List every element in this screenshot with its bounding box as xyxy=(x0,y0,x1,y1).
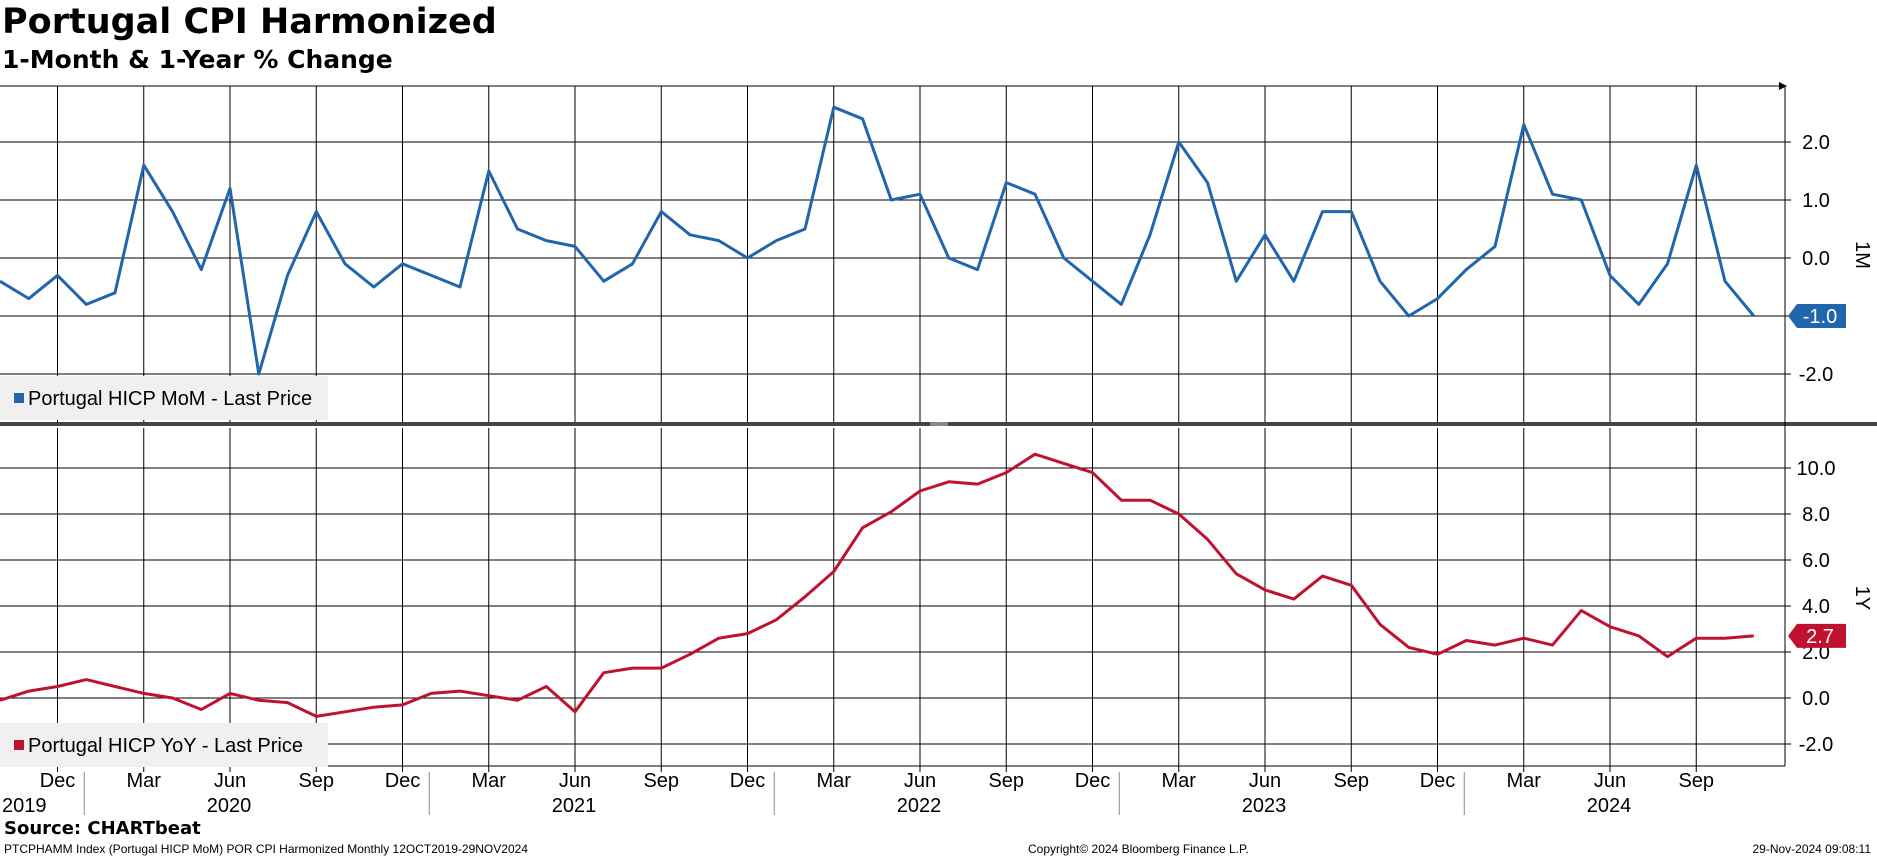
y-tick-label: 4.0 xyxy=(1802,596,1830,618)
x-tick-label: Sep xyxy=(1333,770,1369,792)
x-year-label: 2019 xyxy=(2,795,47,817)
last-value-label: -1.0 xyxy=(1803,306,1837,328)
y-tick-label: 8.0 xyxy=(1802,504,1830,526)
chart-subtitle: 1-Month & 1-Year % Change xyxy=(2,45,393,74)
last-value-tag xyxy=(1788,623,1846,648)
x-tick-label: Sep xyxy=(1678,770,1714,792)
yoy-series-line xyxy=(0,452,1754,718)
footer-timestamp: 29-Nov-2024 09:08:11 xyxy=(1752,842,1871,856)
series-lines xyxy=(0,105,1755,718)
legend-swatch xyxy=(14,393,24,403)
legend-box xyxy=(0,376,328,420)
axes: 2.01.00.0-1.0-2.010.08.06.04.02.00.0-2.0… xyxy=(0,82,1877,817)
grid-lines xyxy=(0,86,1785,766)
y-tick-label: 10.0 xyxy=(1797,458,1836,480)
x-tick-label: Mar xyxy=(817,770,852,792)
y-tick-label: 1.0 xyxy=(1802,190,1830,212)
x-tick-label: Sep xyxy=(298,770,334,792)
legend-box xyxy=(0,723,328,767)
x-tick-label: Jun xyxy=(559,770,591,792)
y-tick-label: 6.0 xyxy=(1802,550,1830,572)
legends: Portugal HICP MoM - Last Price Portugal H… xyxy=(0,376,328,767)
x-year-label: 2024 xyxy=(1587,795,1632,817)
y-tick-label: -2.0 xyxy=(1799,364,1833,386)
mom-series-line xyxy=(0,105,1755,376)
last-value-tag xyxy=(1788,304,1846,328)
footer-description: PTCPHAMM Index (Portugal HICP MoM) POR C… xyxy=(4,842,528,856)
panel-divider-handle xyxy=(930,422,948,426)
last-value-label: 2.7 xyxy=(1806,626,1834,648)
x-tick-label: Dec xyxy=(40,770,76,792)
x-year-label: 2023 xyxy=(1242,795,1287,817)
x-tick-label: Mar xyxy=(127,770,162,792)
x-tick-label: Sep xyxy=(988,770,1024,792)
x-tick-label: Mar xyxy=(1162,770,1197,792)
x-tick-label: Jun xyxy=(214,770,246,792)
x-year-label: 2020 xyxy=(207,795,252,817)
x-tick-label: Jun xyxy=(1594,770,1626,792)
y-tick-label: -2.0 xyxy=(1799,734,1833,756)
x-year-label: 2021 xyxy=(552,795,597,817)
chart-title: Portugal CPI Harmonized xyxy=(2,2,497,42)
x-tick-label: Mar xyxy=(1507,770,1542,792)
x-tick-label: Dec xyxy=(385,770,421,792)
source-label: Source: CHARTbeat xyxy=(4,818,201,839)
y-tick-label: 2.0 xyxy=(1802,132,1830,154)
panel-label: 1Y xyxy=(1851,586,1873,610)
legend-label: Portugal HICP YoY - Last Price xyxy=(28,735,303,757)
legend-swatch xyxy=(14,740,24,750)
legend-label: Portugal HICP MoM - Last Price xyxy=(28,388,312,410)
x-tick-label: Mar xyxy=(472,770,507,792)
x-tick-label: Jun xyxy=(904,770,936,792)
panel-label: 1M xyxy=(1851,241,1873,269)
y-tick-label: 0.0 xyxy=(1802,688,1830,710)
y-tick-label: 0.0 xyxy=(1802,248,1830,270)
axis-arrow xyxy=(1779,82,1787,90)
x-tick-label: Jun xyxy=(1249,770,1281,792)
x-tick-label: Dec xyxy=(1075,770,1111,792)
x-tick-label: Dec xyxy=(730,770,766,792)
x-tick-label: Dec xyxy=(1420,770,1456,792)
x-year-label: 2022 xyxy=(897,795,942,817)
x-tick-label: Sep xyxy=(643,770,679,792)
footer-copyright: Copyright© 2024 Bloomberg Finance L.P. xyxy=(1028,842,1249,856)
